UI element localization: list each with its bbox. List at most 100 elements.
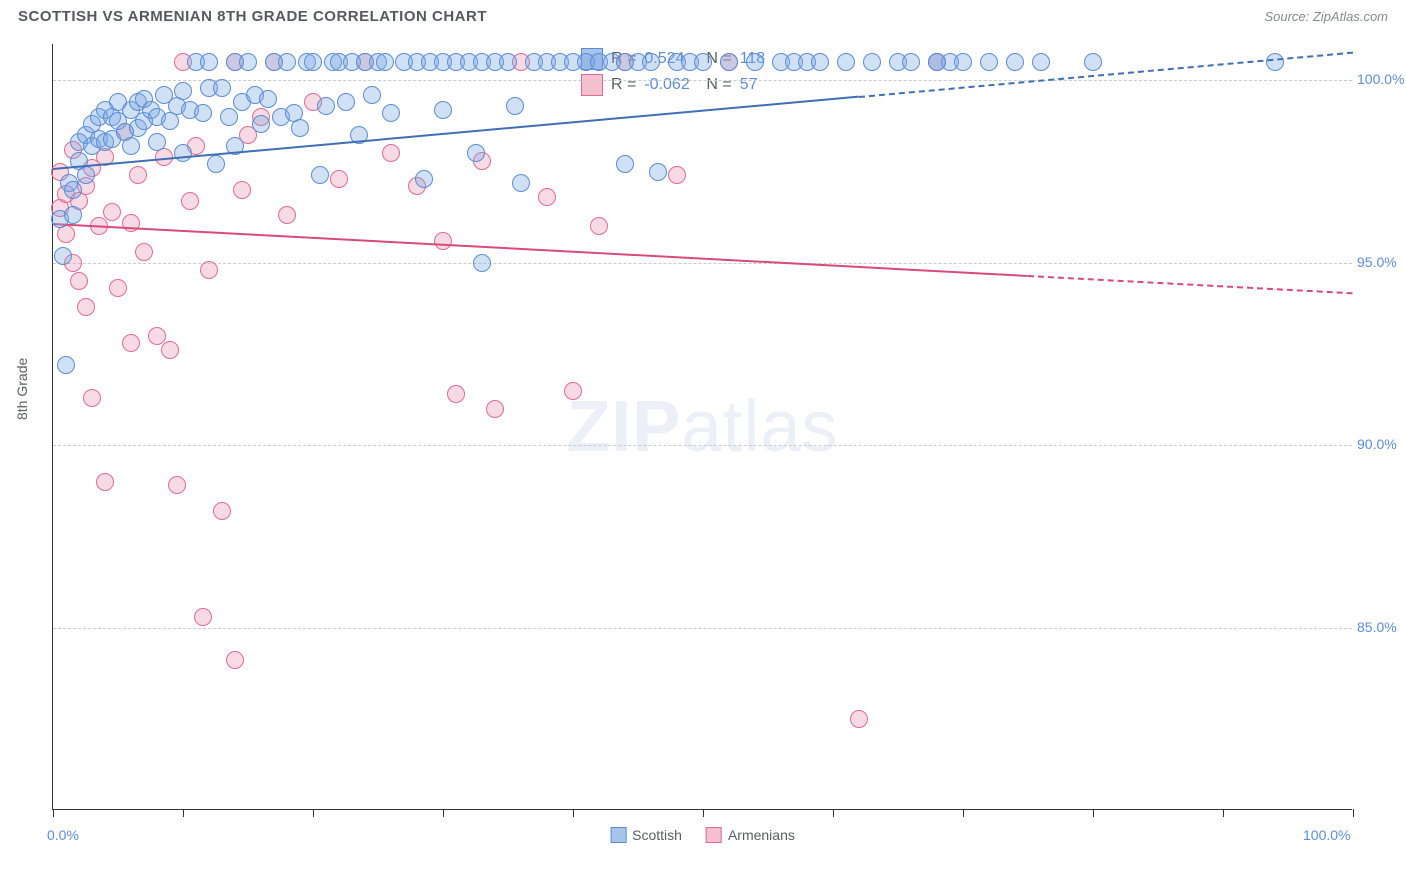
armenian-point bbox=[382, 144, 400, 162]
armenian-point bbox=[590, 217, 608, 235]
scottish-point bbox=[746, 53, 764, 71]
y-tick-label: 85.0% bbox=[1357, 619, 1406, 635]
scottish-point bbox=[902, 53, 920, 71]
armenian-point bbox=[109, 279, 127, 297]
scottish-point bbox=[122, 137, 140, 155]
armenian-point bbox=[668, 166, 686, 184]
x-tick-mark bbox=[573, 809, 574, 817]
x-tick-mark bbox=[833, 809, 834, 817]
scottish-point bbox=[376, 53, 394, 71]
scottish-point bbox=[1006, 53, 1024, 71]
scottish-point bbox=[512, 174, 530, 192]
scottish-point bbox=[506, 97, 524, 115]
x-tick-label: 100.0% bbox=[1303, 827, 1350, 843]
scottish-point bbox=[213, 79, 231, 97]
gridline-h bbox=[53, 80, 1352, 81]
scottish-point bbox=[837, 53, 855, 71]
scottish-point bbox=[473, 254, 491, 272]
scottish-point bbox=[363, 86, 381, 104]
armenian-point bbox=[200, 261, 218, 279]
armenian-point bbox=[213, 502, 231, 520]
y-tick-label: 100.0% bbox=[1357, 71, 1406, 87]
armenian-point bbox=[129, 166, 147, 184]
legend-item: Scottish bbox=[610, 827, 682, 843]
scottish-point bbox=[337, 93, 355, 111]
armenian-point bbox=[135, 243, 153, 261]
legend-stat-row: R =-0.062N =57 bbox=[581, 72, 794, 98]
scottish-point bbox=[194, 104, 212, 122]
x-tick-label: 0.0% bbox=[47, 827, 79, 843]
scottish-point bbox=[239, 53, 257, 71]
x-tick-mark bbox=[1093, 809, 1094, 817]
scottish-point bbox=[980, 53, 998, 71]
gridline-h bbox=[53, 263, 1352, 264]
source-label: Source: ZipAtlas.com bbox=[1264, 9, 1388, 24]
scottish-point bbox=[220, 108, 238, 126]
legend-swatch bbox=[610, 827, 626, 843]
scottish-point bbox=[642, 53, 660, 71]
armenian-point bbox=[564, 382, 582, 400]
armenian-point bbox=[278, 206, 296, 224]
armenian-point bbox=[161, 341, 179, 359]
scottish-point bbox=[54, 247, 72, 265]
armenian-point bbox=[850, 710, 868, 728]
scottish-point bbox=[64, 206, 82, 224]
scottish-point bbox=[616, 155, 634, 173]
scottish-point bbox=[278, 53, 296, 71]
scottish-point bbox=[649, 163, 667, 181]
scottish-point bbox=[928, 53, 946, 71]
armenian-point bbox=[447, 385, 465, 403]
armenian-point bbox=[168, 476, 186, 494]
scottish-point bbox=[467, 144, 485, 162]
scottish-point bbox=[811, 53, 829, 71]
scottish-point bbox=[694, 53, 712, 71]
scottish-point bbox=[720, 53, 738, 71]
legend-series: Scottish Armenians bbox=[610, 827, 795, 843]
gridline-h bbox=[53, 445, 1352, 446]
x-tick-mark bbox=[183, 809, 184, 817]
armenian-point bbox=[83, 389, 101, 407]
scottish-point bbox=[954, 53, 972, 71]
y-axis-label: 8th Grade bbox=[14, 358, 30, 420]
scottish-point bbox=[252, 115, 270, 133]
legend-swatch bbox=[581, 74, 603, 96]
scottish-point bbox=[415, 170, 433, 188]
armenian-point bbox=[233, 181, 251, 199]
armenian-point bbox=[486, 400, 504, 418]
chart-title: SCOTTISH VS ARMENIAN 8TH GRADE CORRELATI… bbox=[18, 8, 487, 25]
x-tick-mark bbox=[1223, 809, 1224, 817]
chart-plot-area: ZIPatlas R =0.524N =118R =-0.062N =57 Sc… bbox=[52, 44, 1352, 810]
legend-swatch bbox=[706, 827, 722, 843]
scottish-point bbox=[1084, 53, 1102, 71]
x-tick-mark bbox=[53, 809, 54, 817]
legend-item: Armenians bbox=[706, 827, 795, 843]
n-value: 57 bbox=[740, 76, 794, 94]
armenian-point bbox=[194, 608, 212, 626]
scottish-point bbox=[382, 104, 400, 122]
y-tick-label: 90.0% bbox=[1357, 436, 1406, 452]
scottish-point bbox=[317, 97, 335, 115]
armenian-point bbox=[96, 473, 114, 491]
x-tick-mark bbox=[1353, 809, 1354, 817]
legend-label: Armenians bbox=[728, 827, 795, 843]
armenian-point bbox=[77, 298, 95, 316]
armenian-point bbox=[70, 272, 88, 290]
r-value: -0.062 bbox=[644, 76, 698, 94]
scottish-point bbox=[311, 166, 329, 184]
x-tick-mark bbox=[963, 809, 964, 817]
scottish-point bbox=[174, 144, 192, 162]
scottish-point bbox=[57, 356, 75, 374]
armenian-trendline bbox=[1028, 275, 1353, 294]
scottish-point bbox=[1266, 53, 1284, 71]
scottish-point bbox=[64, 181, 82, 199]
armenian-point bbox=[148, 327, 166, 345]
armenian-point bbox=[330, 170, 348, 188]
scottish-point bbox=[434, 101, 452, 119]
legend-label: Scottish bbox=[632, 827, 682, 843]
scottish-point bbox=[259, 90, 277, 108]
gridline-h bbox=[53, 628, 1352, 629]
armenian-point bbox=[181, 192, 199, 210]
x-tick-mark bbox=[313, 809, 314, 817]
scottish-point bbox=[207, 155, 225, 173]
scottish-point bbox=[304, 53, 322, 71]
